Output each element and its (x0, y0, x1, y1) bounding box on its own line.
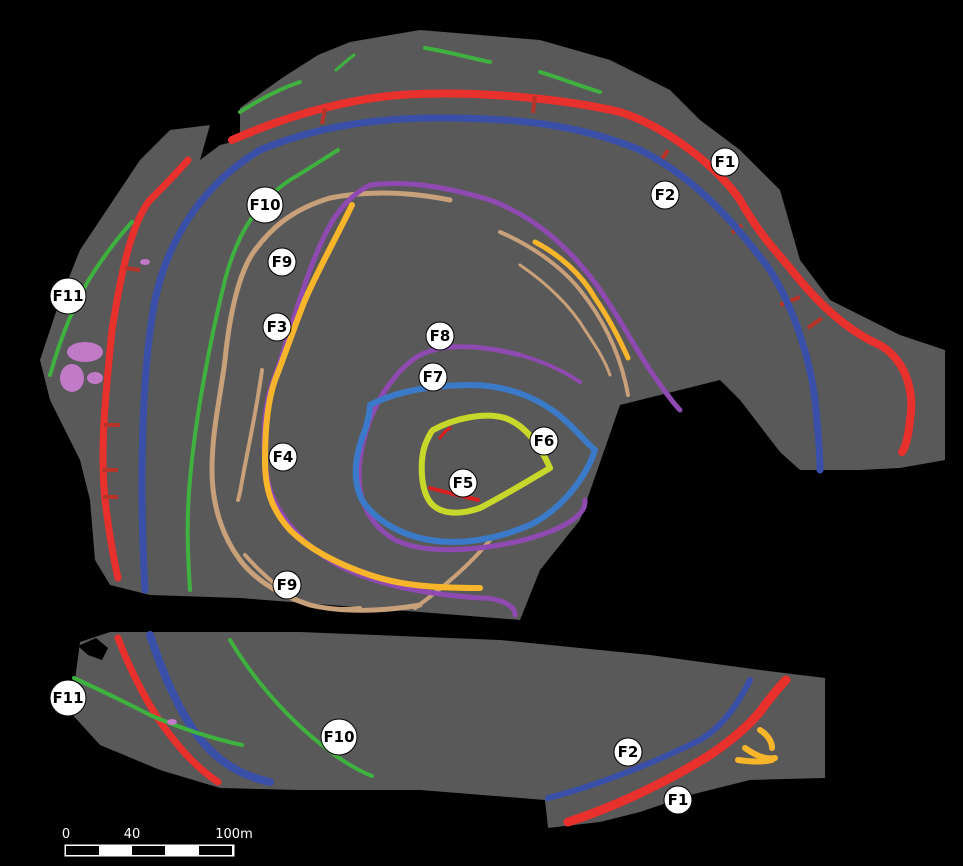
fault-F6 (418, 412, 553, 516)
fault-F3F4 (262, 202, 483, 591)
label-F1b: F1 (663, 785, 693, 815)
scale-label-100: 100m (215, 827, 252, 842)
svg-text:F7: F7 (423, 368, 444, 386)
label-F11b: F11 (49, 679, 87, 717)
fault-F3-east (532, 239, 631, 361)
fault-F8-tail (518, 353, 582, 384)
svg-text:F10: F10 (323, 728, 354, 746)
fault-F2-upper (138, 114, 824, 594)
fault-F11-upper (48, 220, 134, 377)
fault-F9-east2 (518, 263, 612, 377)
fault-F1-upper (228, 89, 916, 456)
svg-text:F8: F8 (430, 327, 451, 345)
fault-F2-lower (545, 677, 753, 801)
fault-green-top2 (538, 70, 602, 94)
label-F7: F7 (418, 362, 448, 392)
svg-text:F9: F9 (277, 576, 298, 594)
label-F11a: F11 (49, 277, 87, 315)
label-F1a: F1 (710, 147, 740, 177)
fault-F9-south2 (243, 553, 362, 612)
svg-text:F4: F4 (273, 448, 294, 466)
fault-F1-lower-west (114, 634, 222, 786)
fault-green-top (423, 46, 492, 64)
svg-text:F9: F9 (272, 253, 293, 271)
fault-F1-lower (563, 675, 791, 827)
fault-F2-lower-west (146, 631, 274, 786)
fault-F8-top (367, 181, 683, 413)
scale-label-40: 40 (124, 827, 141, 842)
label-F5: F5 (448, 468, 478, 498)
svg-text:F10: F10 (249, 196, 280, 214)
svg-text:F2: F2 (655, 186, 676, 204)
svg-text:F2: F2 (618, 743, 639, 761)
svg-text:F1: F1 (715, 153, 736, 171)
black-notch (78, 638, 108, 660)
label-F2b: F2 (613, 737, 643, 767)
fault-F10-top (238, 80, 302, 114)
yellow-hook (735, 727, 778, 765)
lilac-blobs (60, 259, 177, 725)
fault-F8-inner (356, 344, 588, 553)
label-F9b: F9 (272, 570, 302, 600)
label-F10a: F10 (246, 186, 284, 224)
fault-F10-upper (185, 148, 340, 592)
label-F4: F4 (268, 442, 298, 472)
svg-text:F6: F6 (534, 432, 555, 450)
svg-text:F11: F11 (52, 287, 83, 305)
label-F3: F3 (262, 312, 292, 342)
svg-text:F3: F3 (267, 318, 288, 336)
label-F9a: F9 (267, 247, 297, 277)
scale-label-0: 0 (62, 827, 70, 842)
svg-text:F11: F11 (52, 689, 83, 707)
fault-F1-west (99, 156, 192, 582)
fault-green-top3 (334, 53, 356, 72)
label-F2a: F2 (650, 180, 680, 210)
fault-F9-east (498, 230, 630, 397)
fault-F7 (352, 382, 598, 545)
fault-F5-top (438, 426, 452, 440)
label-F10b: F10 (320, 718, 358, 756)
fault-F9-inner (236, 368, 264, 502)
scale-bar: 0 40 100m (62, 827, 253, 857)
fault-ticks (102, 95, 824, 499)
svg-text:F5: F5 (453, 474, 474, 492)
label-F6: F6 (529, 426, 559, 456)
label-F8: F8 (425, 321, 455, 351)
svg-text:F1: F1 (668, 791, 689, 809)
fault-F11-lower (72, 676, 244, 747)
